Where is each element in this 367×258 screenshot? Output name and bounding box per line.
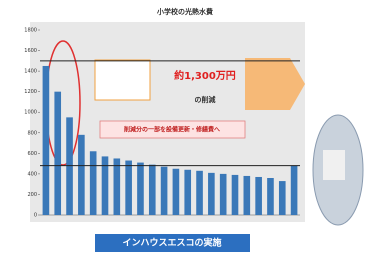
bar — [196, 171, 203, 215]
bar — [255, 177, 262, 215]
photo-detail — [323, 150, 345, 180]
y-tick-label: 1000 — [24, 110, 37, 116]
bar — [137, 163, 144, 215]
bar — [267, 178, 274, 215]
bar — [114, 158, 121, 215]
bar — [66, 117, 73, 215]
bar — [78, 135, 85, 215]
bar — [54, 92, 61, 215]
annotation: 削減分の一部を設備更新・修繕費へ — [124, 126, 220, 134]
bar — [220, 174, 227, 215]
bar — [149, 165, 156, 215]
y-tick-label: 800 — [27, 130, 37, 136]
bar — [43, 66, 50, 215]
banner-text: インハウスエスコの実施 — [122, 237, 221, 249]
bar — [184, 170, 191, 215]
annotation: 約1,300万円 — [174, 69, 236, 82]
info-box — [95, 60, 150, 100]
bar — [173, 169, 180, 215]
y-tick-label: 400 — [27, 171, 37, 177]
y-tick-label: 0 — [34, 213, 37, 219]
bar — [90, 151, 97, 215]
slide: 小学校の光熱水費 インハウスエスコの実施 0 200 400 600 800 1000 12… — [0, 0, 367, 258]
annotation: の削減 — [195, 95, 216, 104]
bar — [208, 173, 215, 215]
bar — [232, 175, 239, 215]
y-tick-label: 1800 — [24, 28, 37, 34]
y-tick-label: 1400 — [24, 69, 37, 75]
bar — [125, 161, 132, 215]
y-tick-label: 1200 — [24, 89, 37, 95]
y-tick-label: 1600 — [24, 48, 37, 54]
y-tick-label: 200 — [27, 192, 37, 198]
bar — [244, 176, 251, 215]
bar — [291, 166, 298, 215]
bar — [279, 181, 286, 215]
y-tick-label: 600 — [27, 151, 37, 157]
bar — [161, 167, 168, 215]
chart-title: 小学校の光熱水費 — [156, 7, 213, 16]
